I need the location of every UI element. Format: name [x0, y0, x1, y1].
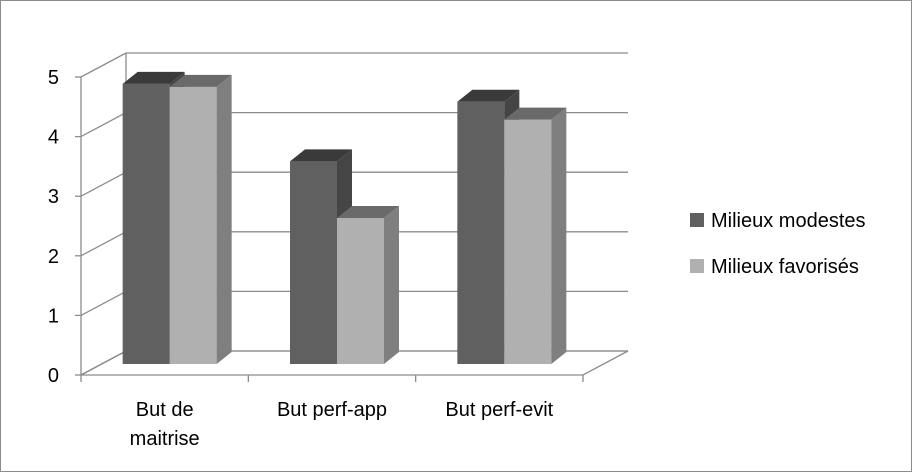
bar-top [504, 107, 567, 120]
side-wall-line [80, 112, 127, 138]
bar-side [216, 74, 232, 365]
side-wall-line [80, 171, 127, 197]
bar-top [457, 89, 520, 102]
bar-top [122, 71, 185, 84]
x-tick-label-line: But de [136, 399, 194, 421]
y-tick-label: 2 [48, 246, 59, 268]
y-tick-label: 1 [48, 305, 59, 327]
y-tick-label: 5 [48, 67, 59, 89]
x-tick-label: But perf-app [277, 399, 387, 421]
bar-top [169, 74, 232, 87]
bar-side [551, 107, 567, 364]
legend-label: Milieux favorisés [711, 256, 859, 278]
x-tick-label-line: But perf-evit [445, 399, 553, 421]
bar-top [290, 149, 352, 162]
legend-label: Milieux modestes [711, 210, 866, 232]
y-tick-label: 3 [48, 186, 59, 208]
bar-front [337, 217, 384, 364]
bar-front [169, 86, 217, 365]
side-wall-line [80, 290, 127, 316]
bar-top [337, 205, 399, 218]
y-tick-label: 4 [48, 127, 59, 149]
x-tick-label: But perf-evit [445, 399, 553, 421]
bar-front [122, 83, 170, 364]
legend-swatch [690, 259, 704, 273]
bar-front [504, 119, 552, 364]
legend-swatch [690, 213, 704, 227]
x-tick-label-line: But perf-app [277, 399, 387, 421]
bar-side [384, 205, 399, 364]
side-wall-line [80, 231, 127, 257]
x-tick-label-line: maitrise [130, 428, 200, 450]
side-wall-line [80, 52, 127, 78]
bar-front [457, 101, 505, 364]
bar-front [290, 161, 337, 364]
y-tick-label: 0 [48, 365, 59, 387]
x-tick-label: But de maitrise [130, 399, 200, 450]
